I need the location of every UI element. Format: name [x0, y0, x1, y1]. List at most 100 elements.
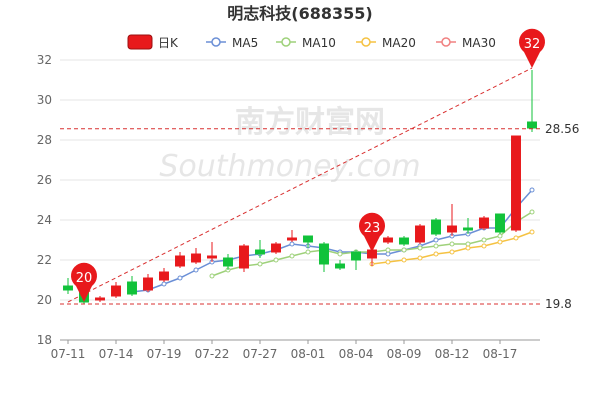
ma10-point	[433, 243, 439, 249]
y-axis: 18 20 22 24 26 28 30 32	[37, 53, 52, 347]
legend-dot-ma10	[281, 37, 291, 47]
candle-up	[175, 255, 185, 267]
candle-up	[207, 255, 217, 259]
ma20-point	[385, 259, 391, 265]
ma10-point	[417, 245, 423, 251]
ma20-point	[481, 243, 487, 249]
candle-up	[447, 225, 457, 233]
x-tick-label: 08-09	[387, 347, 422, 361]
legend-label: MA5	[232, 36, 258, 50]
candle-up	[479, 217, 489, 229]
candle-down	[431, 219, 441, 235]
price-marker-label: 32	[524, 37, 541, 52]
ma5-point	[433, 237, 439, 243]
legend-dot-ma30	[441, 37, 451, 47]
y-tick-label: 30	[37, 93, 52, 107]
candle-up	[143, 277, 153, 291]
ma5-point	[161, 281, 167, 287]
candles	[63, 70, 537, 304]
legend-dot-ma20	[361, 37, 371, 47]
y-tick-label: 18	[37, 333, 52, 347]
ma5-point	[385, 251, 391, 257]
candle-down	[223, 257, 233, 267]
watermark-text: Southmoney.com	[159, 149, 420, 184]
ma10-point	[337, 251, 343, 257]
ma20-point	[497, 239, 503, 245]
candle-down	[463, 227, 473, 231]
ma5-line	[131, 189, 533, 293]
reference-label: 28.56	[545, 122, 579, 136]
ma10-point	[273, 257, 279, 263]
candle-up	[415, 225, 425, 243]
ma10-point	[497, 233, 503, 239]
legend-label: MA30	[462, 36, 496, 50]
watermark: 南方财富网 Southmoney.com	[159, 105, 420, 184]
x-tick-label: 08-04	[339, 347, 374, 361]
x-tick-label: 07-19	[147, 347, 182, 361]
candle-up	[511, 135, 521, 231]
chart-title: 明志科技(688355)	[227, 4, 372, 23]
candle-down	[127, 281, 137, 295]
y-tick-label: 32	[37, 53, 52, 67]
price-markers: 20 23 32	[71, 28, 546, 302]
candle-up	[287, 237, 297, 241]
ma5-point	[529, 187, 535, 193]
ma20-point	[433, 251, 439, 257]
reference-label: 19.8	[545, 297, 572, 311]
ma10-point	[257, 261, 263, 267]
ma20-point	[417, 255, 423, 261]
y-tick-label: 24	[37, 213, 52, 227]
ma10-point	[401, 247, 407, 253]
candle-down	[319, 243, 329, 265]
candle-down	[255, 249, 265, 255]
x-tick-label: 08-01	[291, 347, 326, 361]
x-tick-label: 08-17	[483, 347, 518, 361]
candle-up	[191, 253, 201, 263]
ma5-point	[289, 241, 295, 247]
legend-dot-ma5	[211, 37, 221, 47]
price-marker	[359, 212, 386, 252]
watermark-text: 南方财富网	[235, 105, 385, 140]
y-tick-label: 26	[37, 173, 52, 187]
candle-down	[527, 121, 537, 129]
ma10-point	[449, 241, 455, 247]
x-axis: 07-11 07-14 07-19 07-22 07-27 08-01 08-04 08-09…	[51, 339, 540, 361]
ma10-point	[465, 241, 471, 247]
candle-down	[399, 237, 409, 245]
ma10-point	[289, 253, 295, 259]
x-tick-label: 07-11	[51, 347, 86, 361]
price-marker	[71, 262, 98, 302]
ma10-point	[529, 209, 535, 215]
candle-down	[495, 213, 505, 233]
legend-swatch-kline	[127, 34, 153, 50]
ma5-point	[177, 275, 183, 281]
price-marker-label: 20	[76, 271, 93, 286]
ma10-point	[305, 249, 311, 255]
gridlines	[60, 59, 540, 341]
ma20-point	[401, 257, 407, 263]
candle-up	[383, 237, 393, 243]
ma20-point	[465, 245, 471, 251]
candle-down	[303, 235, 313, 243]
ma10-point	[209, 273, 215, 279]
candle-down	[335, 263, 345, 269]
ma10-point	[385, 247, 391, 253]
y-tick-label: 20	[37, 293, 52, 307]
price-marker	[519, 28, 546, 68]
x-tick-label: 07-27	[243, 347, 278, 361]
trend-line	[67, 67, 533, 303]
ma5-point	[193, 267, 199, 273]
candle-up	[239, 245, 249, 269]
moving-averages	[129, 187, 535, 295]
candle-up	[95, 297, 105, 301]
y-tick-label: 22	[37, 253, 52, 267]
legend: 日K MA5 MA10 MA20 MA30	[127, 34, 496, 50]
candle-up	[159, 271, 169, 281]
legend-label: MA10	[302, 36, 336, 50]
ma20-point	[449, 249, 455, 255]
candle-up	[271, 243, 281, 253]
legend-label: MA20	[382, 36, 416, 50]
reference-lines: 28.56 19.8	[60, 67, 579, 311]
